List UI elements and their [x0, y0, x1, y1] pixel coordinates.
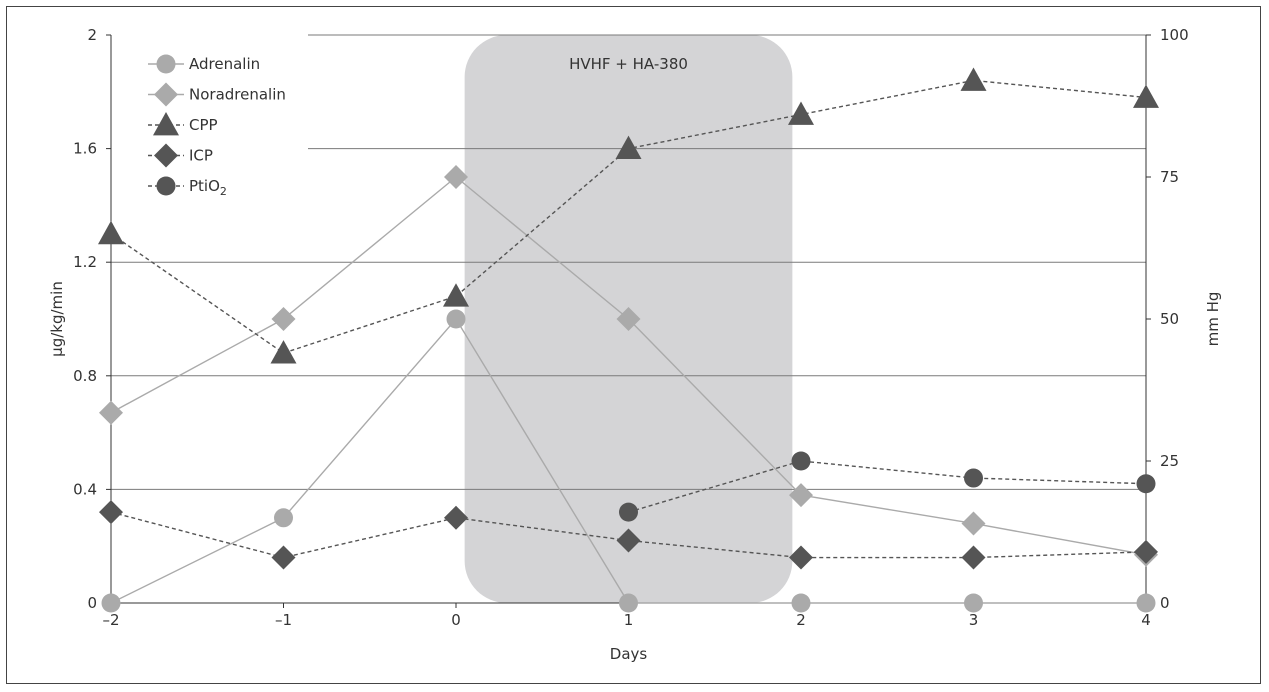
data-point [791, 593, 811, 613]
legend-marker [153, 112, 179, 136]
y-right-tick-label: 0 [1160, 594, 1170, 612]
data-point [791, 451, 811, 471]
data-point [788, 101, 814, 125]
data-point [1136, 474, 1156, 494]
series-ptio [619, 451, 1156, 522]
data-point [271, 545, 296, 570]
data-point [961, 545, 986, 570]
data-point [961, 511, 986, 536]
legend-item: Adrenalin [148, 54, 260, 74]
x-tick-label: 2 [796, 611, 806, 629]
legend-item: PtiO2 [148, 176, 227, 198]
data-point [619, 502, 638, 522]
data-point [616, 528, 641, 553]
x-axis-label: Days [610, 645, 648, 663]
data-point [619, 593, 638, 613]
series-group [98, 67, 1159, 613]
series-cpp [98, 67, 1159, 364]
y-right-tick-label: 75 [1160, 168, 1179, 186]
x-tick-label: –1 [275, 611, 292, 629]
legend-marker [156, 176, 176, 196]
data-point [274, 508, 293, 528]
x-tick-label: 0 [451, 611, 461, 629]
legend-marker [154, 82, 178, 107]
legend-item: CPP [148, 112, 218, 136]
y-right-tick-label: 25 [1160, 452, 1179, 470]
y-left-tick-label: 0.4 [73, 480, 97, 498]
data-point [443, 283, 469, 307]
y-left-tick-label: 2 [87, 26, 97, 44]
y-left-tick-label: 0.8 [73, 367, 97, 385]
data-point [446, 309, 466, 329]
data-point [964, 468, 983, 488]
x-tick-label: 3 [969, 611, 979, 629]
legend-marker [154, 143, 178, 168]
data-point [960, 67, 987, 91]
y-axis-right-label: mm Hg [1204, 292, 1222, 347]
data-point [964, 593, 983, 613]
data-point [616, 307, 641, 331]
series-line [628, 460, 1147, 513]
legend-label: PtiO2 [189, 177, 227, 198]
data-point [98, 220, 124, 245]
data-point [271, 307, 296, 331]
data-point [1136, 593, 1156, 613]
y-axis-left-label: µg/kg/min [48, 281, 66, 357]
x-tick-label: –2 [102, 611, 119, 629]
data-point [789, 483, 813, 508]
legend-label: ICP [189, 147, 213, 165]
y-left-tick-label: 1.2 [73, 253, 97, 271]
legend-marker [156, 54, 176, 74]
x-tick-label: 1 [624, 611, 634, 629]
y-right-tick-label: 50 [1160, 310, 1179, 328]
legend-label: CPP [189, 116, 218, 134]
x-tick-label: 4 [1141, 611, 1151, 629]
data-point [101, 593, 121, 613]
shaded-region-label: HVHF + HA-380 [569, 55, 688, 73]
series-adrenalin [101, 309, 1156, 613]
y-right-tick-label: 100 [1160, 26, 1189, 44]
series-icp [99, 500, 1158, 570]
data-point [99, 400, 123, 425]
legend: Adrenalin Noradrenalin CPP ICP PtiO2 [148, 54, 286, 198]
data-point [270, 340, 297, 364]
grid-lines [111, 34, 1146, 490]
legend-item: ICP [148, 143, 213, 168]
data-point [444, 165, 468, 189]
data-point [1133, 84, 1159, 108]
data-point [99, 500, 123, 525]
y-left-tick-label: 1.6 [73, 140, 97, 158]
data-point [789, 545, 813, 570]
legend-label: Adrenalin [189, 55, 260, 73]
legend-label: Noradrenalin [189, 86, 286, 104]
data-point [444, 505, 468, 530]
y-left-tick-label: 0 [87, 594, 97, 612]
data-point [615, 135, 642, 159]
legend-item: Noradrenalin [148, 82, 286, 107]
data-point [1134, 539, 1158, 564]
